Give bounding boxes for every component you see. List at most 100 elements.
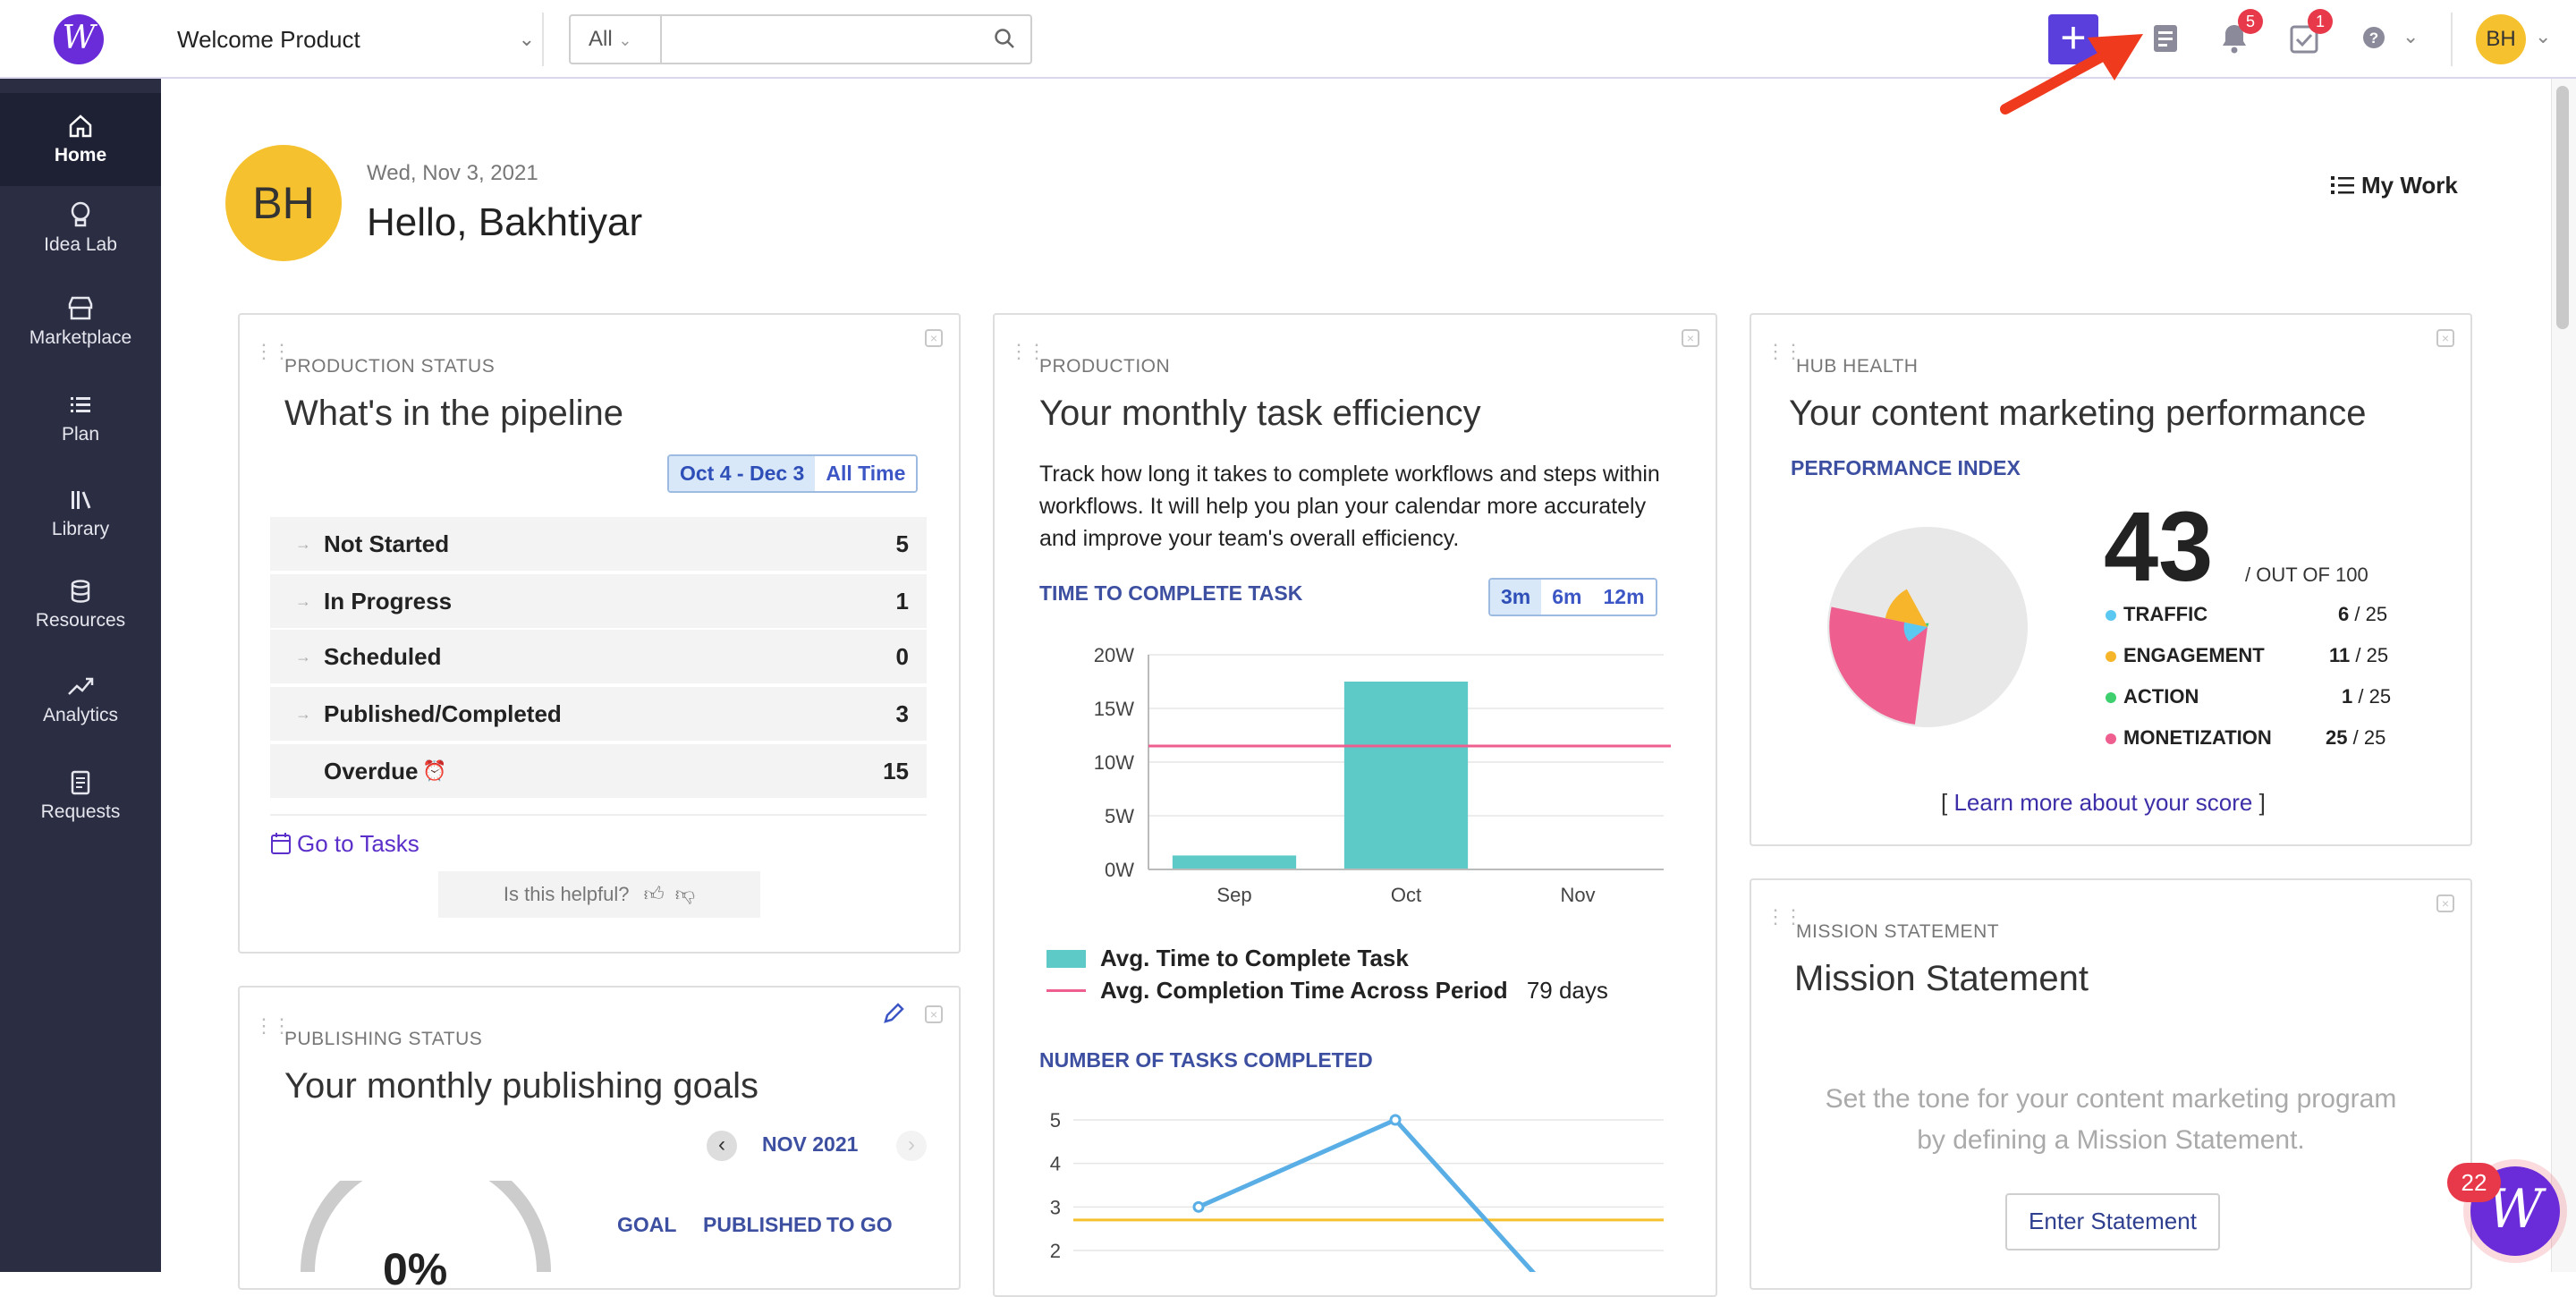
close-icon[interactable]: × <box>925 329 943 347</box>
thumbs-up-icon[interactable]: 👍︎ <box>643 883 665 905</box>
sidebar-item-idea-lab[interactable]: Idea Lab <box>0 191 161 277</box>
chart-title: NUMBER OF TASKS COMPLETED <box>1039 1048 1373 1072</box>
range-option[interactable]: Oct 4 - Dec 3 <box>669 456 816 491</box>
divider <box>542 13 544 66</box>
sidebar-item-requests[interactable]: Requests <box>0 760 161 846</box>
metric-score: 6 / 25 <box>2338 603 2388 625</box>
pie-slice <box>1903 622 1928 642</box>
next-month-button[interactable]: › <box>896 1131 927 1161</box>
pie-slice <box>1885 589 1928 627</box>
help-icon[interactable]: ? <box>2361 25 2386 55</box>
period-option[interactable]: 12m <box>1592 580 1656 615</box>
card-title: What's in the pipeline <box>284 394 623 433</box>
range-option[interactable]: All Time <box>815 456 917 491</box>
drag-handle-icon[interactable]: ⋮⋮ <box>254 1014 292 1037</box>
metric-dot <box>2106 651 2116 662</box>
svg-text:?: ? <box>2369 30 2378 47</box>
period-option[interactable]: 3m <box>1490 580 1542 615</box>
chevron-down-icon: ⌄ <box>618 31 632 49</box>
metric-dot <box>2106 733 2116 744</box>
series-line <box>1197 1116 1537 1272</box>
user-avatar[interactable]: BH <box>2476 14 2526 64</box>
close-icon[interactable]: × <box>2436 894 2454 912</box>
search-icon[interactable] <box>993 27 1016 55</box>
learn-more-link[interactable]: Learn more about your score <box>1953 789 2253 816</box>
product-name: Welcome Product <box>177 26 360 53</box>
publishing-status-card: ⋮⋮ × <box>238 986 961 1290</box>
notes-icon[interactable] <box>2150 21 2182 60</box>
home-icon <box>69 114 92 138</box>
month-label: NOV 2021 <box>762 1132 859 1156</box>
x-tick-label: Oct <box>1391 884 1421 906</box>
card-kicker: HUB HEALTH <box>1796 356 1919 377</box>
performance-index-label: PERFORMANCE INDEX <box>1791 456 2021 479</box>
chevron-down-icon[interactable]: ⌄ <box>2402 25 2419 47</box>
status-row[interactable]: → Scheduled 0 <box>270 630 927 683</box>
close-icon[interactable]: × <box>925 1005 943 1023</box>
metric-score: 1 / 25 <box>2342 685 2392 708</box>
bar <box>1343 682 1469 869</box>
sidebar-item-plan[interactable]: Plan <box>0 383 161 469</box>
period-option[interactable]: 6m <box>1541 580 1593 615</box>
mission-placeholder: Set the tone for your content marketing … <box>1825 1084 2397 1155</box>
time-to-complete-chart: 0W 5W 10W 15W 20W Sep Oct Nov <box>1094 644 1671 906</box>
drag-handle-icon[interactable]: ⋮⋮ <box>1009 340 1046 362</box>
greeting: Hello, Bakhtiyar <box>367 200 643 244</box>
range-toggle: Oct 4 - Dec 3 All Time <box>667 454 919 493</box>
legend-swatch <box>1046 989 1086 992</box>
y-tick-label: 0W <box>1105 859 1134 881</box>
y-tick-label: 15W <box>1094 698 1134 720</box>
metric-monetization: MONETIZATION <box>2106 726 2272 750</box>
status-row[interactable]: → Not Started 5 <box>270 517 927 571</box>
close-icon[interactable]: × <box>2436 329 2454 347</box>
y-tick-label: 10W <box>1094 751 1134 774</box>
arrow-right-icon: → <box>295 705 311 723</box>
prev-month-button[interactable]: ‹ <box>707 1131 737 1161</box>
document-icon <box>71 770 90 795</box>
sidebar-item-analytics[interactable]: Analytics <box>0 664 161 750</box>
trend-icon <box>68 677 94 695</box>
status-row[interactable]: → Published/Completed 3 <box>270 687 927 741</box>
legend-swatch <box>1046 950 1086 968</box>
chevron-down-icon: ⌄ <box>518 28 535 50</box>
sidebar-item-resources[interactable]: Resources <box>0 569 161 655</box>
current-date: Wed, Nov 3, 2021 <box>367 161 538 185</box>
store-icon <box>68 296 93 320</box>
feedback-bar: Is this helpful? 👍︎ 👎︎ <box>438 871 760 918</box>
close-icon[interactable]: × <box>1682 329 1699 347</box>
sidebar-item-home[interactable]: Home <box>0 93 161 186</box>
metric-dot <box>2106 692 2116 703</box>
card-kicker: PUBLISHING STATUS <box>284 1029 483 1049</box>
chevron-down-icon[interactable]: ⌄ <box>2535 25 2552 47</box>
bell-icon[interactable] <box>2218 21 2250 60</box>
legend-item: Avg. Time to Complete Task <box>1046 945 1409 972</box>
search-scope-select[interactable]: All ⌄ <box>571 16 662 63</box>
sidebar-item-library[interactable]: Library <box>0 478 161 564</box>
scrollbar-thumb[interactable] <box>2556 86 2569 329</box>
status-row[interactable]: → In Progress 1 <box>270 574 927 628</box>
thumbs-down-icon[interactable]: 👎︎ <box>674 883 696 905</box>
pie-slice <box>1829 606 1928 725</box>
metric-traffic: TRAFFIC <box>2106 603 2207 626</box>
enter-statement-button[interactable]: Enter Statement <box>2005 1193 2220 1250</box>
performance-score: 43 <box>2104 492 2214 602</box>
pencil-icon[interactable] <box>882 1002 905 1025</box>
to-go-header: TO GO <box>826 1213 893 1236</box>
app-logo[interactable]: W <box>54 14 104 64</box>
status-row[interactable]: Overdue ⏰ 15 <box>270 744 927 798</box>
card-description: Track how long it takes to complete work… <box>1039 462 1660 551</box>
chart-title: TIME TO COMPLETE TASK <box>1039 581 1303 605</box>
y-tick-label: 4 <box>1050 1153 1061 1175</box>
sidebar-item-marketplace[interactable]: Marketplace <box>0 286 161 372</box>
product-selector[interactable]: Welcome Product ⌄ <box>177 20 535 59</box>
tasks-check-icon[interactable] <box>2288 21 2320 60</box>
my-work-button[interactable]: My Work <box>2331 172 2458 199</box>
search-input[interactable] <box>669 21 977 59</box>
card-title: Your content marketing performance <box>1789 394 2367 433</box>
go-to-tasks-link[interactable]: Go to Tasks <box>270 830 419 858</box>
drag-handle-icon[interactable]: ⋮⋮ <box>254 340 292 362</box>
drag-handle-icon[interactable]: ⋮⋮ <box>1766 340 1803 362</box>
sidebar: Home Idea Lab Marketplace Plan Library R… <box>0 79 161 1272</box>
drag-handle-icon[interactable]: ⋮⋮ <box>1766 905 1803 928</box>
performance-out-of: / OUT OF 100 <box>2245 564 2368 586</box>
